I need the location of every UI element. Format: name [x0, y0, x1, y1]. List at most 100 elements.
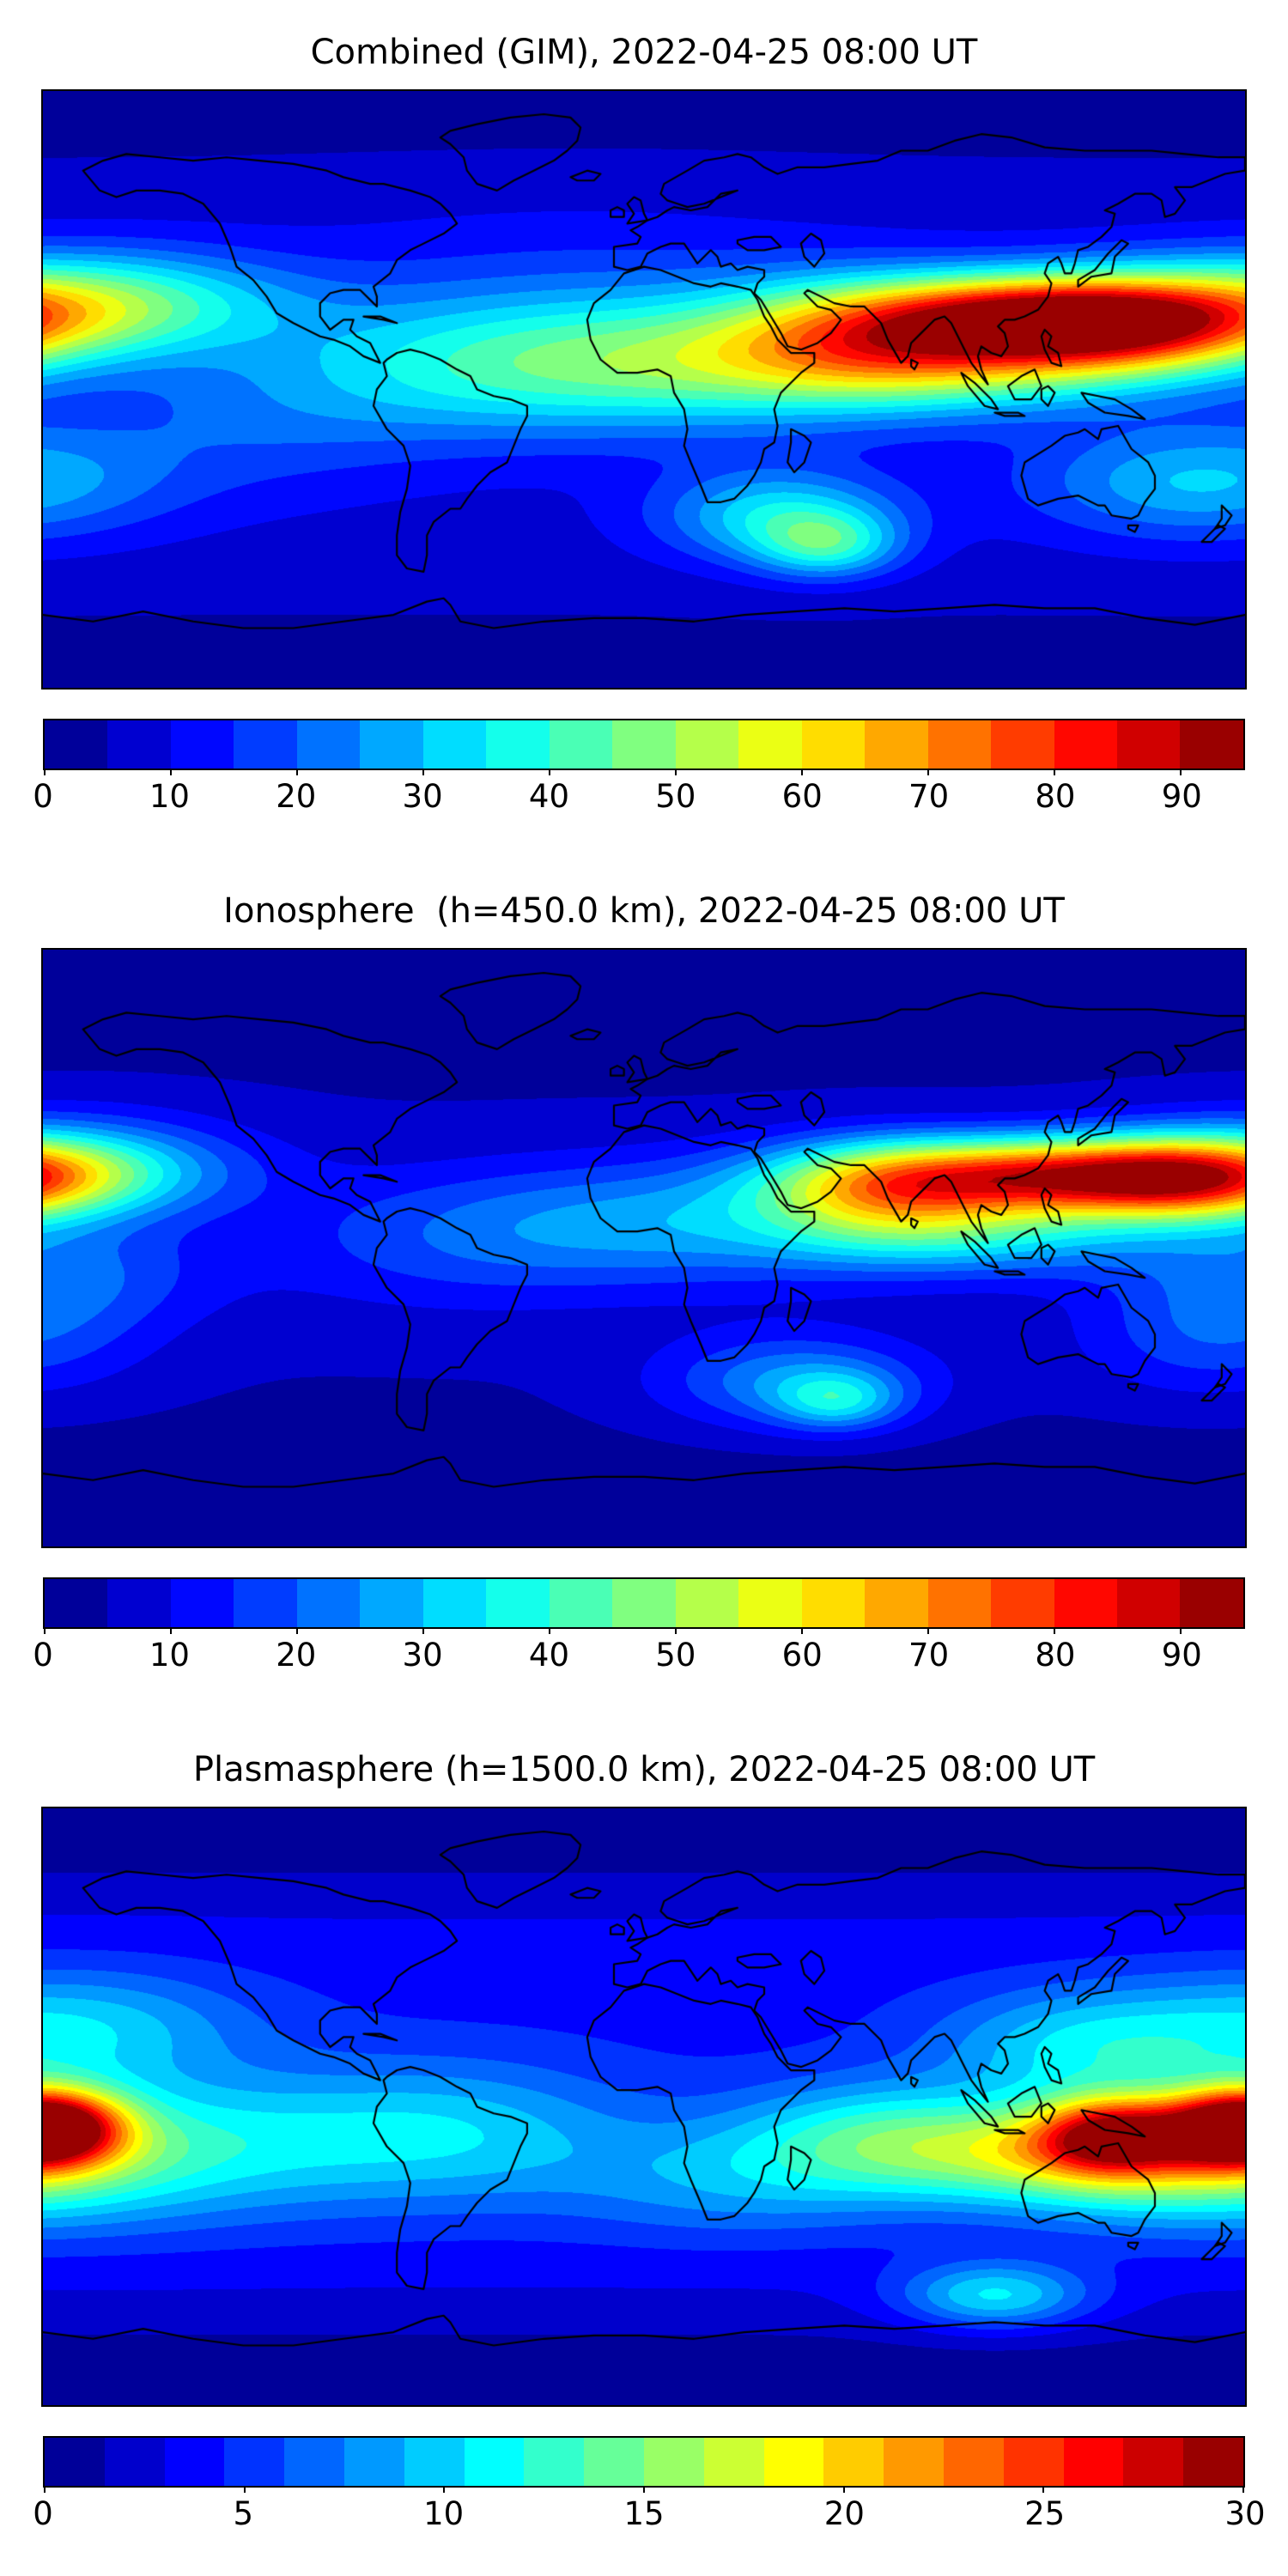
- colorbar-tick-mark: [169, 1627, 172, 1634]
- colorbar-tick-label: 0: [33, 2495, 53, 2532]
- colorbar-tick-mark: [800, 769, 803, 775]
- map-frame-combined: [41, 89, 1247, 690]
- colorbar-tick-mark: [1053, 1627, 1055, 1634]
- colorbar-tick-mark: [1053, 769, 1055, 775]
- colorbar-segment: [1180, 1579, 1243, 1627]
- colorbar-segment: [884, 2438, 944, 2486]
- colorbar-tick-label: 10: [149, 1637, 190, 1674]
- colorbar-segment: [486, 1579, 550, 1627]
- colorbar-ionosphere: 0 10 20 30 40 50 60 70 80 90: [33, 1577, 1245, 1677]
- colorbar-segment: [170, 720, 234, 769]
- colorbar-segment: [549, 720, 613, 769]
- colorbar-segment: [404, 2438, 465, 2486]
- colorbar-tick-mark: [169, 769, 172, 775]
- colorbar-tick-mark: [295, 769, 298, 775]
- colorbar-labels-plasmasphere: 0 5 10 15 20 25 30: [33, 2488, 1265, 2536]
- colorbar-tick-mark: [927, 769, 929, 775]
- colorbar-gradient-plasmasphere: [43, 2436, 1245, 2493]
- colorbar-gradient-combined: [43, 719, 1245, 775]
- colorbar-tick-label: 5: [233, 2495, 254, 2532]
- colorbar-segment: [1054, 720, 1117, 769]
- colorbar-tick-label: 0: [33, 778, 53, 815]
- colorbar-segment: [612, 1579, 676, 1627]
- colorbar-segment: [234, 720, 297, 769]
- colorbar-tick-label: 40: [528, 1637, 570, 1674]
- colorbar-segment: [738, 720, 802, 769]
- colorbar-segment: [763, 2438, 824, 2486]
- colorbar-tick-label: 30: [402, 778, 443, 815]
- colorbar-tick-mark: [800, 1627, 803, 1634]
- world-contour-map-combined: [43, 91, 1245, 688]
- colorbar-segment: [464, 2438, 525, 2486]
- panel-title-ionosphere: Ionosphere (h=450.0 km), 2022-04-25 08:0…: [223, 891, 1065, 931]
- colorbar-tick-label: 80: [1035, 1637, 1076, 1674]
- map-frame-plasmasphere: [41, 1807, 1247, 2407]
- colorbar-segment: [296, 720, 361, 769]
- colorbar-segment: [865, 720, 928, 769]
- colorbar-tick-mark: [1179, 769, 1182, 775]
- colorbar-tick-label: 60: [781, 778, 823, 815]
- colorbar-segment: [1180, 720, 1243, 769]
- colorbar-segment: [170, 1579, 234, 1627]
- colorbar-segment: [107, 720, 171, 769]
- colorbar-labels-combined: 0 10 20 30 40 50 60 70 80 90: [33, 770, 1245, 818]
- colorbar-segment: [738, 1579, 802, 1627]
- colorbar-segment: [1123, 2438, 1184, 2486]
- map-frame-ionosphere: [41, 948, 1247, 1548]
- colorbar-tick-label: 20: [823, 2495, 865, 2532]
- colorbar-segment: [45, 1579, 108, 1627]
- colorbar-segment: [927, 1579, 992, 1627]
- colorbar-segment: [343, 2438, 404, 2486]
- colorbar-tick-label: 50: [655, 778, 696, 815]
- world-contour-map-ionosphere: [43, 950, 1245, 1546]
- colorbar-tick-label: 90: [1161, 778, 1202, 815]
- colorbar-segment: [1116, 720, 1181, 769]
- colorbar-tick-mark: [1242, 2486, 1244, 2493]
- colorbar-tick-mark: [842, 2486, 845, 2493]
- colorbar-tick-label: 50: [655, 1637, 696, 1674]
- colorbar-tick-mark: [1179, 1627, 1182, 1634]
- colorbar-segment: [927, 720, 992, 769]
- colorbar-segment: [991, 720, 1054, 769]
- colorbar-segment: [703, 2438, 764, 2486]
- colorbar-tick-label: 10: [423, 2495, 465, 2532]
- colorbar-plasmasphere: 0 5 10 15 20 25 30: [33, 2436, 1266, 2536]
- colorbar-segment: [1183, 2438, 1243, 2486]
- colorbar-tick-label: 15: [623, 2495, 665, 2532]
- colorbar-tick-mark: [44, 769, 46, 775]
- colorbar-tick-mark: [1042, 2486, 1045, 2493]
- colorbar-tick-label: 20: [276, 778, 317, 815]
- colorbar-tick-label: 20: [276, 1637, 317, 1674]
- colorbar-segment: [284, 2438, 344, 2486]
- colorbar-tick-label: 25: [1024, 2495, 1066, 2532]
- colorbar-segment: [612, 720, 676, 769]
- colorbar-segment: [1116, 1579, 1181, 1627]
- colorbar-labels-ionosphere: 0 10 20 30 40 50 60 70 80 90: [33, 1629, 1245, 1677]
- panel-combined-gim: Combined (GIM), 2022-04-25 08:00 UT 0 10 2…: [0, 0, 1288, 859]
- colorbar-segment: [224, 2438, 285, 2486]
- colorbar-tick-mark: [295, 1627, 298, 1634]
- colorbar-segment: [675, 1579, 739, 1627]
- colorbar-tick-label: 70: [908, 1637, 950, 1674]
- colorbar-segment: [1054, 1579, 1117, 1627]
- world-contour-map-plasmasphere: [43, 1808, 1245, 2405]
- colorbar-tick-label: 10: [149, 778, 190, 815]
- colorbar-segment: [801, 720, 866, 769]
- colorbar-segment: [524, 2438, 585, 2486]
- colorbar-tick-mark: [548, 769, 550, 775]
- colorbar-tick-mark: [643, 2486, 645, 2493]
- colorbar-tick-mark: [44, 1627, 46, 1634]
- colorbar-segment: [422, 1579, 487, 1627]
- colorbar-segment: [296, 1579, 361, 1627]
- colorbar-tick-label: 30: [402, 1637, 443, 1674]
- colorbar-segment: [104, 2438, 165, 2486]
- colorbar-segment: [45, 2438, 105, 2486]
- colorbar-segment: [164, 2438, 225, 2486]
- colorbar-segment: [486, 720, 550, 769]
- panel-title-combined: Combined (GIM), 2022-04-25 08:00 UT: [310, 33, 978, 72]
- colorbar-tick-mark: [674, 769, 677, 775]
- colorbar-tick-mark: [548, 1627, 550, 1634]
- colorbar-segment: [823, 2438, 884, 2486]
- colorbar-segment: [422, 720, 487, 769]
